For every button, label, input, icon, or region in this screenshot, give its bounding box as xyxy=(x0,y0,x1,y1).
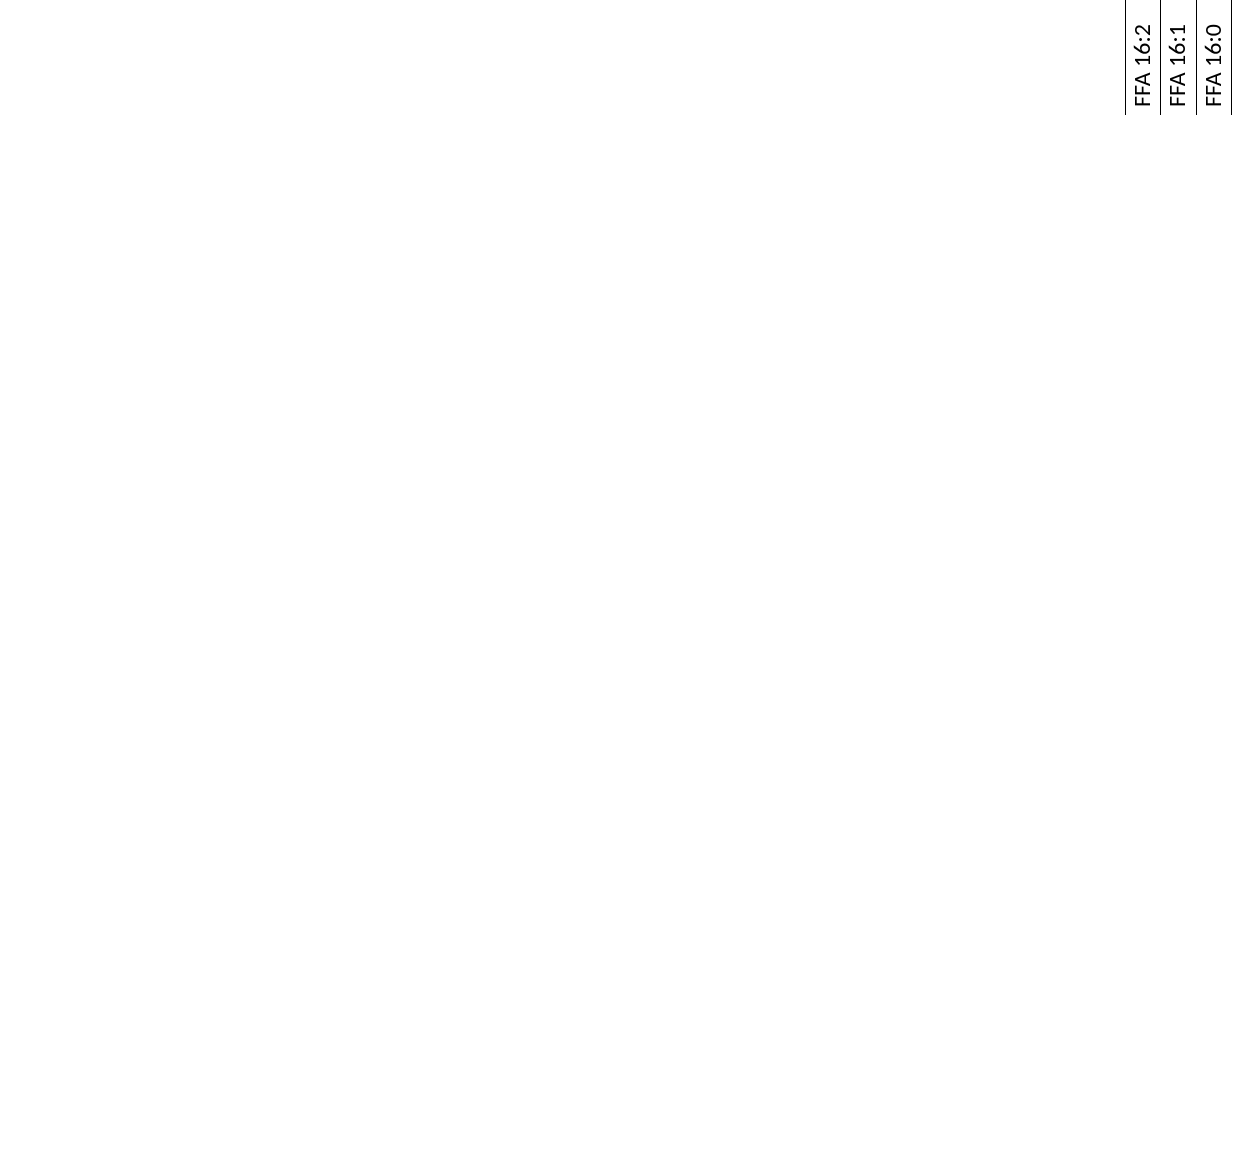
cell-code: FFA 16:0 xyxy=(1196,0,1231,115)
cell-code: FFA 17:2 xyxy=(1232,0,1240,115)
table-row: FFA 16:2Palmitolinoleic acidC16H28O2 xyxy=(1126,0,1161,115)
table-row: FFA 16:0Palmitic acidC16H32O2 xyxy=(1196,0,1231,115)
cell-code: FFA 16:2 xyxy=(1126,0,1161,115)
fatty-acid-table: FFA 16:2Palmitolinoleic acidC16H28O2FFA … xyxy=(1125,0,1240,115)
table-row: FFA 17:2Heptadedienoic acidC17H30O2 xyxy=(1232,0,1240,115)
cell-code: FFA 16:1 xyxy=(1161,0,1196,115)
table-row: FFA 16:1Palmitoleic acidC16H30O2 xyxy=(1161,0,1196,115)
fatty-acid-table-body: FFA 16:2Palmitolinoleic acidC16H28O2FFA … xyxy=(1126,0,1240,115)
